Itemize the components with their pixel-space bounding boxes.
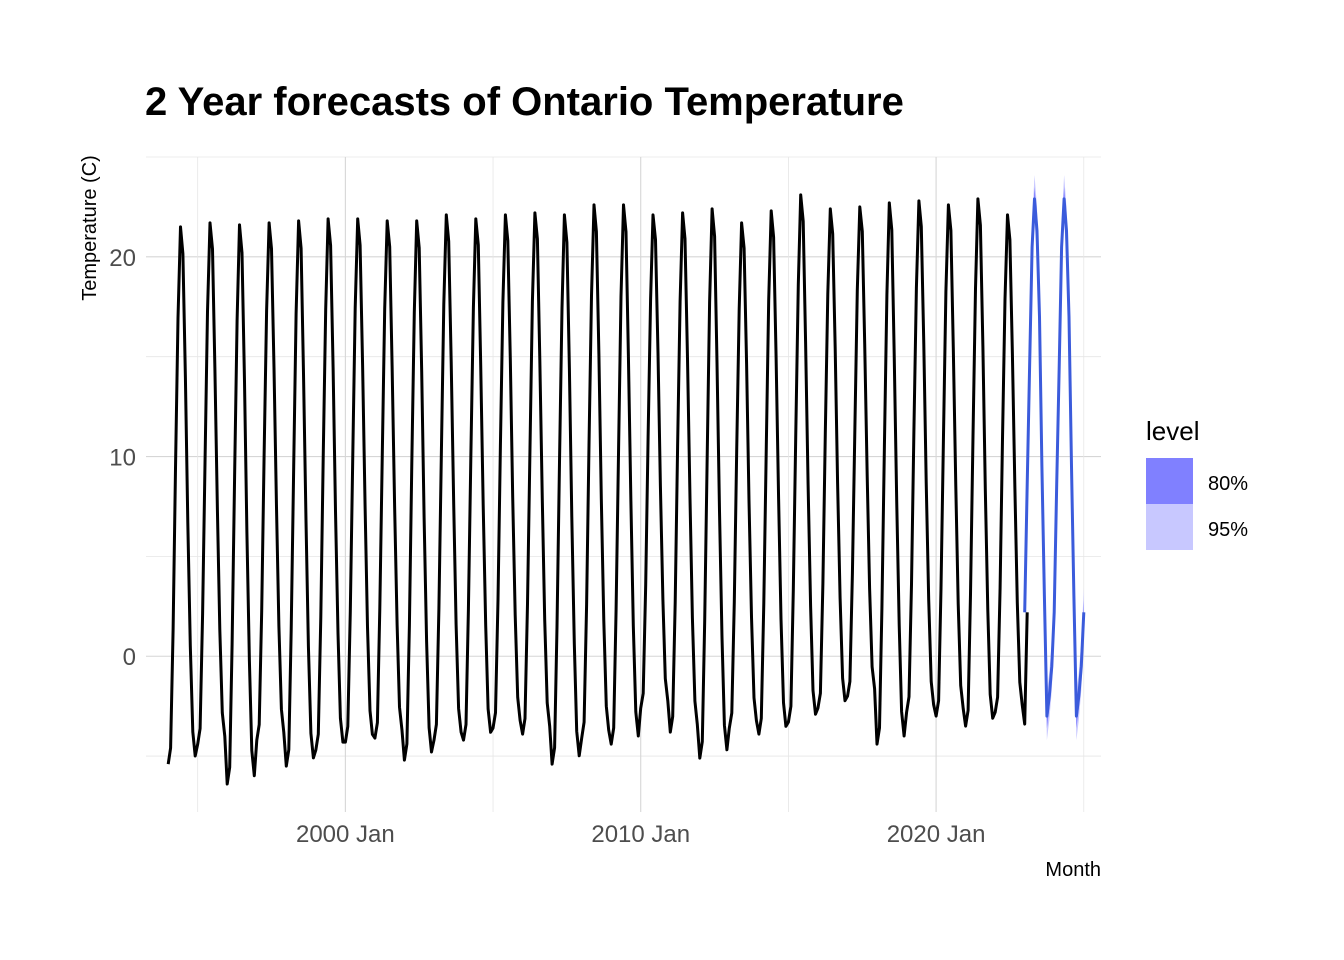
x-axis-title: Month [1045,859,1101,881]
series-lines [166,193,1086,786]
y-tick-labels: 0 10 20 [109,245,136,671]
y-tick-label: 10 [109,445,136,472]
x-tick-labels: 2000 Jan 2010 Jan 2020 Jan [296,821,985,848]
x-tick-label: 2010 Jan [591,821,690,848]
legend-swatch-95 [1146,504,1193,550]
legend-label-95: 95% [1208,519,1248,541]
forecast-series-line [1023,197,1086,718]
legend-label-80: 80% [1208,473,1248,495]
legend-swatch-80 [1146,458,1193,504]
historical-series-line [166,193,1029,786]
legend-title: level [1146,416,1199,446]
y-tick-label: 20 [109,245,136,272]
y-axis-title: Temperature (C) [79,155,101,301]
x-tick-label: 2020 Jan [887,821,986,848]
y-tick-label: 0 [123,644,136,671]
legend: level 80% 95% [1146,416,1248,550]
chart-title: 2 Year forecasts of Ontario Temperature [145,80,904,124]
x-tick-label: 2000 Jan [296,821,395,848]
